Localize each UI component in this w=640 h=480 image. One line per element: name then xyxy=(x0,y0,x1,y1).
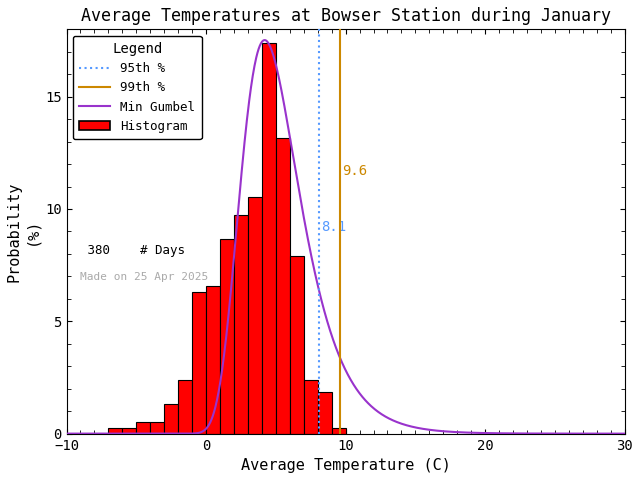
Bar xyxy=(136,422,150,433)
Bar xyxy=(234,215,248,433)
Legend: 95th %, 99th %, Min Gumbel, Histogram: 95th %, 99th %, Min Gumbel, Histogram xyxy=(73,36,202,139)
Bar xyxy=(317,392,332,433)
Bar xyxy=(108,428,122,433)
Bar xyxy=(206,286,220,433)
Bar xyxy=(220,239,234,433)
Bar xyxy=(332,428,346,433)
Bar xyxy=(164,404,178,433)
Bar xyxy=(304,380,317,433)
Bar xyxy=(276,138,290,433)
Text: Made on 25 Apr 2025: Made on 25 Apr 2025 xyxy=(81,272,209,282)
Bar xyxy=(248,197,262,433)
Bar xyxy=(192,292,206,433)
Bar xyxy=(150,422,164,433)
Bar xyxy=(122,428,136,433)
Title: Average Temperatures at Bowser Station during January: Average Temperatures at Bowser Station d… xyxy=(81,7,611,25)
Text: 8.1: 8.1 xyxy=(321,220,346,234)
Bar xyxy=(262,43,276,433)
Text: 9.6: 9.6 xyxy=(342,164,367,178)
Bar xyxy=(178,380,192,433)
X-axis label: Average Temperature (C): Average Temperature (C) xyxy=(241,458,451,473)
Y-axis label: Probability
(%): Probability (%) xyxy=(7,181,39,282)
Text: 380    # Days: 380 # Days xyxy=(81,244,186,257)
Bar xyxy=(290,256,304,433)
